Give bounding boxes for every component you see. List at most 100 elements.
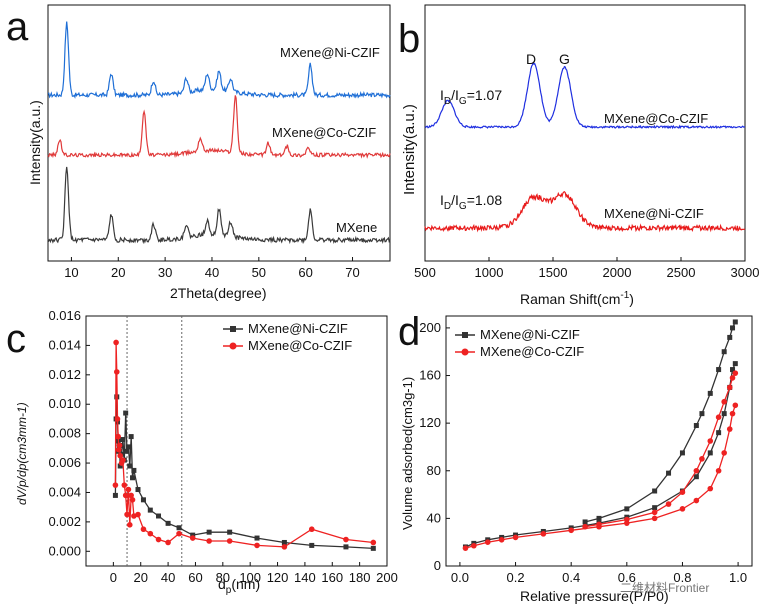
panel-d-series-0-point [693,423,699,429]
panel-c-y-tick-label: 0.006 [48,455,81,470]
panel-c-x-axis-title: dp(nm) [218,576,260,596]
panel-c-y-tick-label: 0.014 [48,337,81,352]
panel-d-y-tick-label: 80 [427,463,441,478]
panel-d-series-0-point [732,319,738,325]
panel-c-series-1-point [116,442,123,449]
panel-c-series-1-point [281,544,288,550]
panel-c-series-0-point [124,448,130,454]
panel-c-legend-marker-ni [230,326,236,332]
panel-d-series-1-point [498,537,505,543]
panel-d-series-0-point [716,367,722,373]
panel-d-frame [445,315,753,567]
panel-d-series-1-point [729,375,736,381]
panel-c-x-tick-label: 80 [216,570,230,585]
panel-c-series-1-point [128,492,134,499]
panel-c-series-0-point [156,513,162,519]
panel-b-x-tick-label: 2500 [667,265,696,280]
panel-c-series-1-point [155,536,162,543]
panel-a-x-tick-label: 20 [111,265,125,280]
panel-c-series-0-point [135,487,141,493]
panel-a-plot-area: 10 20 30 40 50 60 70 [47,21,391,280]
panel-d-y-tick-label: 0 [434,558,441,573]
panel-d-series-0-point [652,488,658,494]
panel-d-series-1-point [715,467,722,474]
panel-letter-c: c [6,317,26,361]
panel-d-isotherm: 0.0 0.2 0.4 0.6 0.8 1.0 0 40 80 120 160 200 MXene@N… [400,315,753,604]
panel-c-x-tick-label: 120 [267,570,289,585]
panel-c-series-1-point [124,511,130,518]
panel-d-series-1-point [693,497,700,504]
panel-a-x-tick-label: 50 [252,265,266,280]
panel-d-series-1-point [732,370,739,376]
panel-d-series-0-point [721,349,727,355]
panel-b-ratio-ni: ID/IG=1.08 [440,192,502,212]
panel-b-x-tick-label: 3000 [731,265,760,280]
panel-d-x-tick-label: 0.8 [673,570,691,585]
panel-c-y-tick-label: 0.008 [48,426,81,441]
panel-c-series-1-point [116,447,122,453]
panel-d-series-1-point [699,456,705,462]
panel-d-series-1-point [721,450,727,456]
panel-a-frame [47,4,391,262]
panel-d-x-tick-label: 0.0 [451,570,469,585]
panel-c-series-0-point [370,545,376,551]
panel-c-y-tick-label: 0.004 [48,484,81,499]
panel-c-series-1-point [147,530,154,537]
panel-c-series-1-point [176,530,182,537]
panel-d-y-tick-label: 120 [419,415,441,430]
panel-a-series-label-mxene: MXene [336,220,377,235]
panel-c-series-0-point [123,410,129,416]
panel-b-ratio-co: ID/IG=1.07 [440,87,502,107]
panel-c-series-0-point [140,497,146,503]
panel-c-series-1-point [112,482,119,488]
panel-a-series-label-co: MXene@Co-CZIF [272,125,376,140]
panel-d-series-0-point [666,470,672,476]
panel-d-series-0-point [652,505,658,511]
panel-d-legend: MXene@Ni-CZIF MXene@Co-CZIF [455,327,584,359]
panel-d-series-1-point [568,527,574,534]
panel-d-series-1-point [462,545,469,551]
panel-c-x-tick-label: 60 [188,570,202,585]
panel-c-series-1-point [115,433,121,440]
panel-d-series-1-point [715,414,722,420]
panel-d-series-1-point [651,515,658,522]
panel-letter-b: b [398,17,420,61]
panel-d-y-tick-label: 200 [419,320,441,335]
panel-c-x-tick-label: 0 [110,570,117,585]
panel-c-legend: MXene@Ni-CZIF MXene@Co-CZIF [223,321,352,353]
panel-d-series-1-point [484,539,491,545]
panel-b-plot-area: 500 1000 1500 2000 2500 3000 [414,61,760,280]
panel-c-series-1-main-line [114,342,374,548]
panel-c-series-1-point [189,535,196,541]
panel-letter-a: a [6,5,29,49]
panel-c-series-1-point [113,369,120,375]
panel-c-series-1-point [370,539,377,546]
panel-d-y-tick-label: 40 [427,510,441,525]
panel-d-series-1-point [729,410,736,417]
panel-b-x-tick-label: 1000 [475,265,504,280]
panel-d-y-axis-title: Volume adsorbed(cm3g-1) [400,377,415,530]
panel-d-series-1-point [582,523,588,530]
panel-d-series-0-point [679,450,685,456]
panel-c-series-1-point [165,539,171,546]
panel-c-x-tick-label: 180 [349,570,371,585]
panel-d-series-0-point [732,361,738,367]
panel-c-series-1-point [126,522,133,528]
panel-d-series-1-point [596,521,602,528]
panel-c-series-0-point [130,475,136,481]
panel-c-y-tick-label: 0.016 [48,308,81,323]
panel-a-x-tick-label: 70 [345,265,359,280]
panel-d-series-0-point [721,411,727,417]
panel-d-series-1-point [707,438,714,444]
panel-d-series-0-point [693,474,699,480]
panel-d-x-axis-title: Relative pressure(P/P0) [520,588,669,604]
panel-d-series-1-point [665,501,672,507]
panel-c-series-0-point [254,535,260,541]
panel-d-series-0-point [699,411,705,417]
panel-c-series-0-point [128,434,134,440]
panel-c-y-tick-label: 0.000 [48,543,81,558]
panel-c-series-1-point [125,486,132,493]
panel-c-y-tick-label: 0.002 [48,514,81,529]
panel-b-x-tick-label: 500 [414,265,436,280]
